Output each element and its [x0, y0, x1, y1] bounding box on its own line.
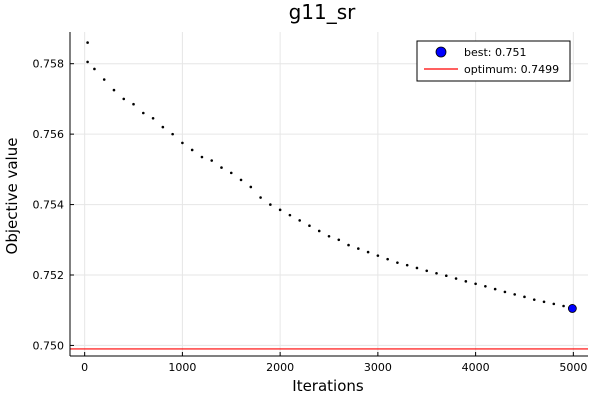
trace-point	[308, 224, 311, 227]
trace-point	[171, 132, 174, 136]
trace-point	[454, 277, 458, 280]
trace-point	[142, 111, 145, 115]
grid	[70, 32, 588, 356]
trace-point	[102, 78, 106, 81]
trace-point	[259, 196, 262, 199]
trace-point	[366, 250, 370, 254]
trace-point	[444, 274, 448, 278]
y-axis-title: Objective value	[3, 138, 21, 255]
y-axis-ticks: 0.750 0.752 0.754 0.756 0.758	[33, 58, 74, 352]
trace-point	[298, 219, 301, 222]
y-tick-label: 0.756	[33, 128, 65, 141]
x-axis-title: Iterations	[292, 377, 364, 395]
x-tick-label: 0	[81, 361, 88, 374]
y-tick-label: 0.754	[33, 199, 65, 212]
trace-point	[190, 148, 194, 152]
x-tick-label: 3000	[364, 361, 392, 374]
trace-point	[513, 293, 516, 296]
trace-point	[288, 213, 292, 217]
legend: best: 0.751 optimum: 0.7499	[416, 40, 571, 82]
trace-point	[425, 269, 429, 273]
trace-point	[122, 97, 126, 101]
legend-best-label: best: 0.751	[464, 46, 527, 59]
trace-point	[435, 271, 438, 275]
trace-point	[474, 282, 477, 286]
trace-point	[327, 234, 331, 238]
trace-point	[86, 60, 89, 64]
trace-point	[132, 102, 135, 106]
trace-point	[542, 300, 546, 304]
trace-point	[181, 141, 184, 145]
y-tick-label: 0.750	[33, 339, 65, 352]
chart-title: g11_sr	[289, 0, 357, 24]
trace-point	[552, 302, 556, 306]
trace-point	[376, 254, 380, 257]
legend-optimum-label: optimum: 0.7499	[464, 63, 559, 76]
trace-point	[210, 159, 214, 162]
x-tick-label: 1000	[168, 361, 196, 374]
trace-point	[93, 67, 96, 71]
trace-point	[396, 261, 399, 264]
trace-point	[405, 263, 409, 267]
trace-points	[86, 41, 574, 310]
y-tick-label: 0.758	[33, 58, 65, 71]
trace-point	[317, 229, 321, 233]
trace-point	[562, 304, 565, 308]
trace-point	[239, 178, 243, 182]
trace-point	[200, 155, 204, 159]
trace-point	[347, 243, 350, 247]
trace-point	[229, 171, 233, 175]
trace-point	[532, 298, 536, 301]
trace-point	[523, 295, 526, 299]
trace-point	[249, 185, 253, 189]
x-tick-label: 5000	[559, 361, 587, 374]
trace-point	[415, 266, 419, 270]
best-marker-layer	[567, 304, 577, 313]
trace-point	[112, 88, 116, 92]
trace-point	[386, 257, 389, 261]
trace-point	[484, 284, 487, 288]
trace-point	[278, 208, 282, 212]
trace-point	[269, 203, 272, 206]
trace-point	[151, 116, 155, 120]
legend-best-marker	[435, 46, 447, 58]
trace-point	[337, 238, 341, 242]
trace-point	[493, 287, 497, 291]
y-tick-label: 0.752	[33, 269, 65, 282]
trace-point	[220, 166, 223, 169]
trace-point	[357, 247, 360, 250]
trace-point	[503, 290, 507, 294]
trace-point	[161, 125, 165, 129]
trace-point	[464, 280, 468, 283]
x-axis-ticks: 0 1000 2000 3000 4000 5000	[81, 352, 587, 374]
trace-point	[86, 41, 89, 44]
x-tick-label: 4000	[462, 361, 490, 374]
x-tick-label: 2000	[266, 361, 294, 374]
best-point	[567, 304, 577, 313]
